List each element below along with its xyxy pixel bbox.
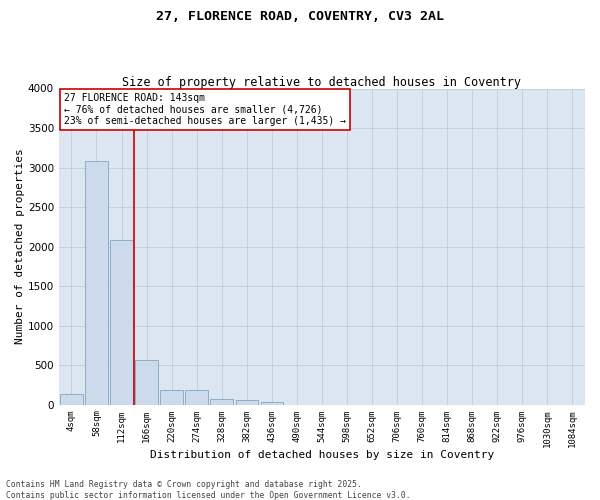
Bar	[136, 360, 158, 405]
Bar	[110, 240, 133, 404]
Bar	[160, 390, 183, 404]
Bar	[60, 394, 83, 404]
Title: Size of property relative to detached houses in Coventry: Size of property relative to detached ho…	[122, 76, 521, 88]
Bar	[185, 390, 208, 404]
Bar	[260, 402, 283, 404]
Y-axis label: Number of detached properties: Number of detached properties	[15, 148, 25, 344]
Text: 27, FLORENCE ROAD, COVENTRY, CV3 2AL: 27, FLORENCE ROAD, COVENTRY, CV3 2AL	[156, 10, 444, 23]
Text: Contains HM Land Registry data © Crown copyright and database right 2025.
Contai: Contains HM Land Registry data © Crown c…	[6, 480, 410, 500]
Text: 27 FLORENCE ROAD: 143sqm
← 76% of detached houses are smaller (4,726)
23% of sem: 27 FLORENCE ROAD: 143sqm ← 76% of detach…	[64, 93, 346, 126]
Bar	[211, 399, 233, 404]
X-axis label: Distribution of detached houses by size in Coventry: Distribution of detached houses by size …	[150, 450, 494, 460]
Bar	[236, 400, 258, 404]
Bar	[85, 161, 108, 404]
